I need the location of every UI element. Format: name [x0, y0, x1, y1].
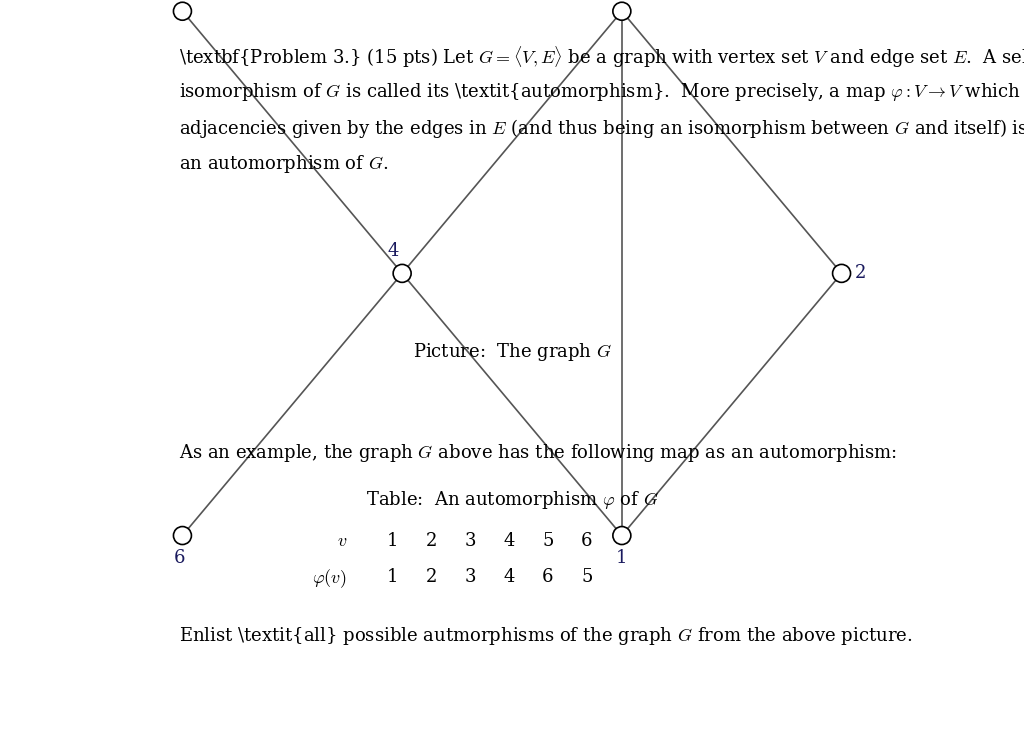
Text: 2: 2: [425, 532, 437, 550]
Text: adjacencies given by the edges in $E$ (and thus being an isomorphism between $G$: adjacencies given by the edges in $E$ (a…: [179, 117, 1024, 140]
Text: Enlist \textit{all} possible autmorphisms of the graph $G$ from the above pictur: Enlist \textit{all} possible autmorphism…: [179, 625, 912, 647]
Text: 5: 5: [582, 568, 593, 586]
Circle shape: [613, 527, 631, 545]
Text: 1: 1: [616, 549, 628, 567]
Text: 1: 1: [386, 532, 398, 550]
Text: $v$: $v$: [337, 532, 347, 550]
Text: 5: 5: [543, 532, 554, 550]
Text: 4: 4: [387, 242, 398, 260]
Text: isomorphism of $G$ is called its \textit{automorphism}.  More precisely, a map $: isomorphism of $G$ is called its \textit…: [179, 81, 1024, 103]
Circle shape: [393, 264, 411, 282]
Text: 4: 4: [504, 568, 515, 586]
Text: 3: 3: [464, 568, 476, 586]
Text: 2: 2: [425, 568, 437, 586]
Text: $\varphi(v)$: $\varphi(v)$: [312, 568, 347, 590]
Text: \textbf{Problem 3.} (15 pts) Let $G = \langle V, E\rangle$ be a graph with verte: \textbf{Problem 3.} (15 pts) Let $G = \l…: [179, 45, 1024, 70]
Text: 6: 6: [173, 549, 185, 567]
Circle shape: [833, 264, 851, 282]
Text: an automorphism of $G$.: an automorphism of $G$.: [179, 153, 388, 175]
Text: Picture:  The graph $G$: Picture: The graph $G$: [413, 341, 611, 363]
Text: 3: 3: [464, 532, 476, 550]
Circle shape: [173, 2, 191, 20]
Text: 1: 1: [386, 568, 398, 586]
Circle shape: [613, 2, 631, 20]
Circle shape: [173, 527, 191, 545]
Text: Table:  An automorphism $\varphi$ of $G$: Table: An automorphism $\varphi$ of $G$: [366, 488, 658, 511]
Text: As an example, the graph $G$ above has the following map as an automorphism:: As an example, the graph $G$ above has t…: [179, 442, 897, 464]
Text: 6: 6: [582, 532, 593, 550]
Text: 2: 2: [854, 264, 865, 282]
Text: 4: 4: [504, 532, 515, 550]
Text: 6: 6: [542, 568, 554, 586]
